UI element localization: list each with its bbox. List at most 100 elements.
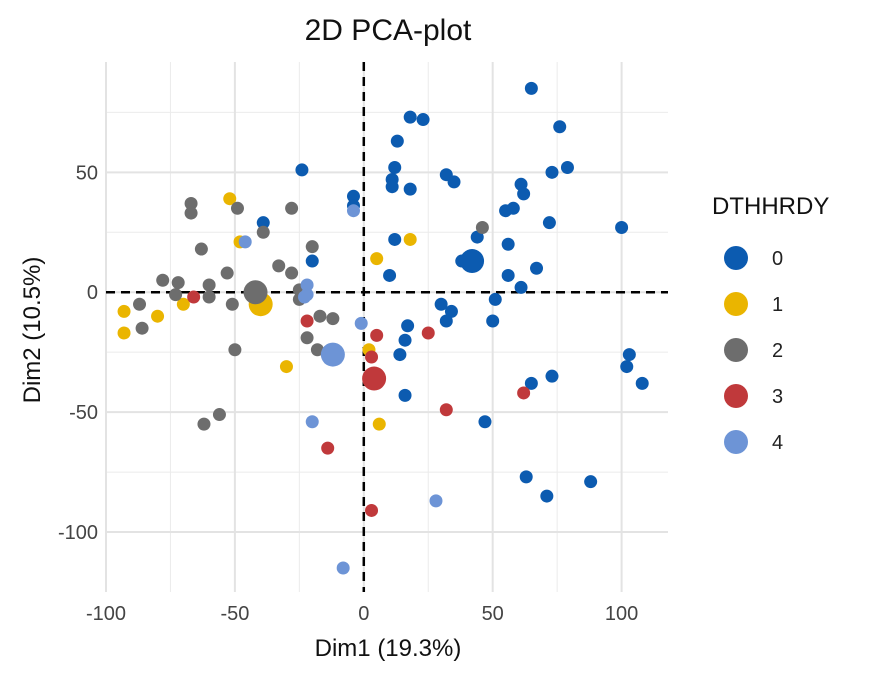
data-point xyxy=(310,343,324,357)
data-point xyxy=(385,180,399,194)
group-centroid xyxy=(243,280,268,305)
data-point xyxy=(401,319,415,333)
y-axis-label: Dim2 (10.5%) xyxy=(19,257,46,404)
data-point xyxy=(321,441,335,455)
data-point xyxy=(519,470,533,484)
data-point xyxy=(187,290,201,304)
data-point xyxy=(506,201,520,215)
data-point xyxy=(439,403,453,417)
data-point xyxy=(545,369,559,383)
data-point xyxy=(439,314,453,328)
x-tick-label: 100 xyxy=(605,603,638,625)
data-point xyxy=(540,489,554,503)
y-axis-ticks: -100 -50 0 50 xyxy=(58,162,98,544)
legend-key xyxy=(724,430,748,454)
data-point xyxy=(194,242,208,256)
data-point xyxy=(545,165,559,179)
data-point xyxy=(230,201,244,215)
legend-key xyxy=(724,246,748,270)
legend: DTHHRDY 0 1 2 3 4 xyxy=(712,193,829,454)
data-point xyxy=(169,288,183,302)
data-point xyxy=(117,326,131,340)
data-point xyxy=(388,161,402,175)
x-tick-label: -50 xyxy=(220,603,249,625)
data-point xyxy=(176,297,190,311)
y-tick-label: -100 xyxy=(58,522,98,544)
data-point xyxy=(620,360,634,374)
legend-label: 3 xyxy=(772,386,783,408)
data-point xyxy=(295,163,309,177)
data-point xyxy=(390,134,404,148)
data-point xyxy=(184,196,198,210)
data-point xyxy=(517,187,531,201)
data-point xyxy=(272,259,286,273)
data-point xyxy=(635,376,649,390)
data-point xyxy=(403,232,417,246)
data-point xyxy=(300,314,314,328)
group-centroid xyxy=(362,366,387,391)
data-point xyxy=(470,230,484,244)
data-point xyxy=(238,235,252,249)
data-point xyxy=(553,120,567,134)
data-point xyxy=(313,309,327,323)
y-tick-label: 0 xyxy=(87,282,98,304)
data-point xyxy=(393,348,407,362)
data-point xyxy=(501,268,515,282)
data-point xyxy=(622,348,636,362)
data-point xyxy=(486,314,500,328)
data-point xyxy=(429,494,443,508)
y-tick-label: -50 xyxy=(69,402,98,424)
data-point xyxy=(346,189,360,203)
data-point xyxy=(300,331,314,345)
data-point xyxy=(256,216,270,230)
data-point xyxy=(475,220,489,234)
group-centroid xyxy=(320,342,345,367)
data-point xyxy=(151,309,165,323)
data-point xyxy=(388,232,402,246)
data-point xyxy=(305,415,319,429)
data-point xyxy=(524,376,538,390)
data-point xyxy=(584,475,598,489)
data-point xyxy=(370,328,384,342)
data-point xyxy=(133,297,147,311)
data-point xyxy=(560,161,574,175)
x-axis-ticks: -100 -50 0 50 100 xyxy=(86,603,638,625)
data-point xyxy=(336,561,350,575)
x-tick-label: -100 xyxy=(86,603,126,625)
group-centroid xyxy=(460,249,485,274)
data-point xyxy=(517,386,531,400)
data-point xyxy=(398,333,412,347)
data-point xyxy=(383,268,397,282)
data-point xyxy=(416,113,430,127)
data-point xyxy=(212,408,226,422)
legend-key xyxy=(724,292,748,316)
x-tick-label: 0 xyxy=(358,603,369,625)
data-point xyxy=(398,388,412,402)
data-point xyxy=(421,326,435,340)
data-point xyxy=(542,216,556,230)
legend-items: 0 1 2 3 4 xyxy=(724,246,783,454)
data-point xyxy=(447,175,461,189)
data-point xyxy=(354,316,368,330)
data-point xyxy=(156,273,170,287)
data-point xyxy=(326,312,340,326)
data-point xyxy=(434,297,448,311)
legend-title: DTHHRDY xyxy=(712,193,829,220)
data-point xyxy=(135,321,149,335)
legend-label: 2 xyxy=(772,340,783,362)
chart-title: 2D PCA-plot xyxy=(305,14,472,47)
data-point xyxy=(298,290,312,304)
data-point xyxy=(372,417,386,431)
y-tick-label: 50 xyxy=(76,162,98,184)
data-point xyxy=(444,304,458,318)
data-point xyxy=(285,266,299,280)
data-point xyxy=(365,350,379,364)
legend-label: 1 xyxy=(772,294,783,316)
major-gridlines xyxy=(105,62,668,592)
legend-key xyxy=(724,384,748,408)
reference-lines xyxy=(106,62,668,592)
legend-label: 0 xyxy=(772,248,783,270)
data-point xyxy=(370,252,384,266)
